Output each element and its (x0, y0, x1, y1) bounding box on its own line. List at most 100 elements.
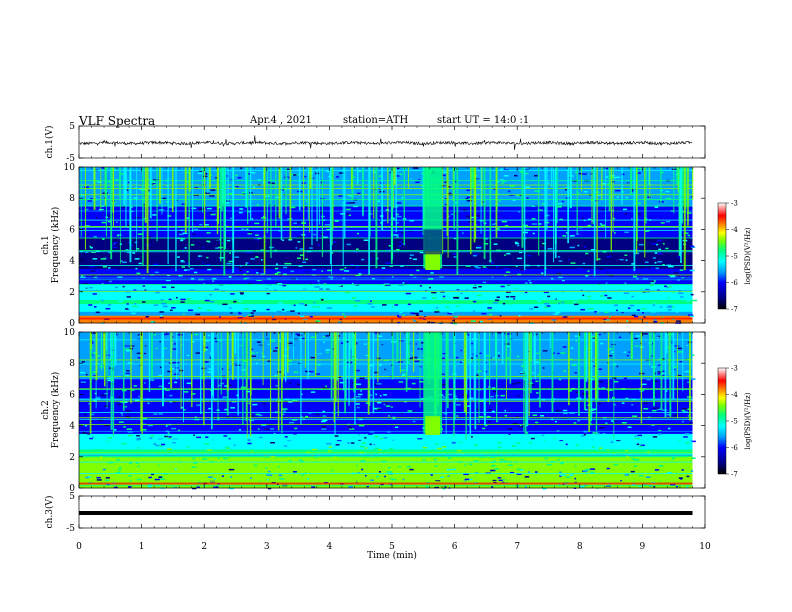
ch2-spectrogram-speckle (322, 410, 325, 413)
ch1-spectrogram-speckle (507, 302, 513, 305)
ch2-spectrogram-speckle (322, 419, 328, 422)
ch2-spectrogram-speckle (305, 370, 309, 373)
ch2-spectrogram-speckle (118, 467, 122, 469)
ch2-spectrogram-speckle (191, 487, 197, 490)
ch1-spectrogram-speckle (324, 224, 331, 226)
ch1-spectrogram-speckle (299, 302, 305, 305)
ch2-spectrogram-speckle (527, 471, 530, 473)
ch2-spectrogram-speckle (686, 358, 689, 361)
ch2-spectrogram-tone (79, 485, 693, 487)
ch1-spectrogram-speckle (84, 208, 89, 211)
ch1-spectrogram-speckle (439, 276, 444, 278)
ch1-spectrogram-speckle (133, 197, 138, 199)
ch1-spectrogram-speckle (399, 173, 403, 176)
ch2-spectrogram-speckle (436, 447, 442, 450)
ch1-spectrogram-speckle (164, 260, 168, 263)
ch2-spectrogram-tone (79, 399, 693, 401)
ch1-spectrogram-speckle (650, 311, 656, 313)
ch1-spectrogram-sferic (149, 167, 152, 219)
ch2-spectrogram-speckle (504, 481, 509, 483)
ch2-spectrogram-speckle (105, 477, 110, 479)
ch1-spectrogram-speckle (578, 172, 582, 175)
ch1-spectrogram-speckle (283, 273, 287, 276)
ch1-spectrogram-speckle (161, 302, 167, 305)
ch1-spectrogram-speckle (525, 186, 530, 188)
ch1-spectrogram-speckle (85, 230, 90, 232)
ch1-spectrogram-speckle (82, 239, 87, 241)
ch1-spectrogram-speckle (250, 258, 255, 260)
ch2-spectrogram-speckle (590, 471, 595, 474)
ch2-spectrogram-speckle (596, 466, 600, 469)
ch1-spectrogram-speckle (657, 289, 660, 291)
ch2-spectrogram-speckle (329, 334, 332, 336)
ch1-spectrogram-speckle (119, 243, 122, 245)
ch1-spectrogram-speckle (274, 289, 277, 291)
ch1-spectrogram-speckle (668, 265, 674, 268)
ch2-spectrogram-speckle (536, 352, 540, 355)
ch2-spectrogram-speckle (300, 416, 304, 418)
ch2-spectrogram-speckle (265, 338, 269, 341)
ch1-spectrogram-speckle (502, 172, 506, 175)
ch1-spectrogram-band (79, 291, 693, 297)
ch2-spectrogram-speckle (193, 333, 199, 336)
ch1-spectrogram-speckle (282, 284, 287, 287)
ch2-spectrogram-speckle (233, 416, 236, 418)
ch2-spectrogram-speckle (673, 366, 678, 368)
ch2-spectrogram-speckle (580, 435, 585, 437)
ch1-spectrogram-speckle (267, 181, 272, 184)
ch2-spectrogram-speckle (388, 387, 391, 390)
ch1-spectrogram-speckle (342, 313, 345, 315)
ch2-spectrogram-speckle (536, 463, 540, 465)
ch2-spectrogram-speckle (620, 449, 623, 451)
ch1-spectrogram-band (79, 213, 693, 219)
ch1-spectrogram-speckle (129, 206, 134, 209)
ch1-spectrogram-speckle (435, 309, 440, 312)
ch1-spectrogram-speckle (331, 252, 334, 254)
ch1-spectrogram-speckle (447, 312, 452, 315)
ch2-spectrogram-sferic (585, 332, 588, 382)
ch2-spectrogram-sferic (463, 332, 466, 413)
ch1-spectrogram-speckle (454, 180, 457, 183)
ch1-spectrogram-speckle (262, 228, 265, 230)
ch2-spectrogram-speckle (517, 485, 519, 488)
ch2-spectrogram-speckle (551, 405, 556, 408)
ch1-spectrogram-speckle (672, 291, 676, 293)
ch2-spectrogram-speckle (654, 469, 660, 471)
ch1-spectrogram-speckle (586, 207, 589, 210)
ch2-spectrogram-speckle (264, 455, 268, 457)
ch2-spectrogram-speckle (161, 333, 167, 336)
ch2-spectrogram-tone (79, 424, 693, 426)
ch1-spectrogram-speckle (344, 316, 347, 318)
ch1-spectrogram-speckle (476, 245, 482, 248)
ch1-spectrogram-speckle (288, 262, 292, 265)
ch2-spectrogram-speckle (147, 485, 152, 488)
ch2-spectrogram-speckle (577, 419, 581, 422)
ch2-spectrogram-band (79, 374, 693, 380)
ch2-spectrogram-speckle (331, 469, 334, 472)
ch2-spectrogram-speckle (175, 468, 177, 470)
ch2-spectrogram-sferic (170, 332, 172, 368)
ch1-spectrogram-speckle (514, 242, 520, 245)
ch2-spectrogram-speckle (269, 340, 275, 342)
ch2-spectrogram-speckle (251, 415, 254, 417)
ch2-spectrogram-speckle (245, 424, 247, 426)
ch2-spectrogram-speckle (248, 402, 250, 405)
ch2-spectrogram-speckle (90, 425, 93, 427)
ch2-spectrogram-speckle (407, 462, 413, 465)
ch2-spectrogram-sferic (399, 332, 401, 374)
ch1-spectrogram-speckle (519, 269, 524, 271)
ch2-spectrogram-speckle (129, 479, 132, 482)
ch2-spectrogram-speckle (206, 449, 212, 451)
ch2-spectrogram-speckle (310, 391, 316, 393)
ch2-spectrogram-speckle (584, 408, 588, 411)
ch1-spectrogram-speckle (132, 252, 136, 254)
ch1-spectrogram-speckle (178, 274, 183, 277)
ch1-spectrogram-speckle (483, 303, 488, 305)
ch1-spectrogram-speckle (274, 267, 279, 270)
ch2-spectrogram-speckle (80, 371, 85, 374)
ch2-spectrogram-speckle (642, 333, 648, 335)
ch2-spectrogram-speckle (632, 415, 638, 417)
ch2-spectrogram-speckle (189, 355, 193, 357)
ch1-spectrogram-speckle (477, 199, 480, 201)
ch1-spectrogram-speckle (492, 223, 496, 226)
